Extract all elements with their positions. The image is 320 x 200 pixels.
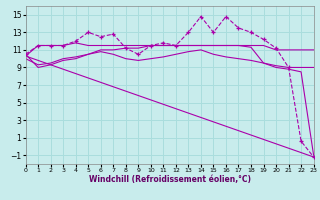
X-axis label: Windchill (Refroidissement éolien,°C): Windchill (Refroidissement éolien,°C) — [89, 175, 251, 184]
